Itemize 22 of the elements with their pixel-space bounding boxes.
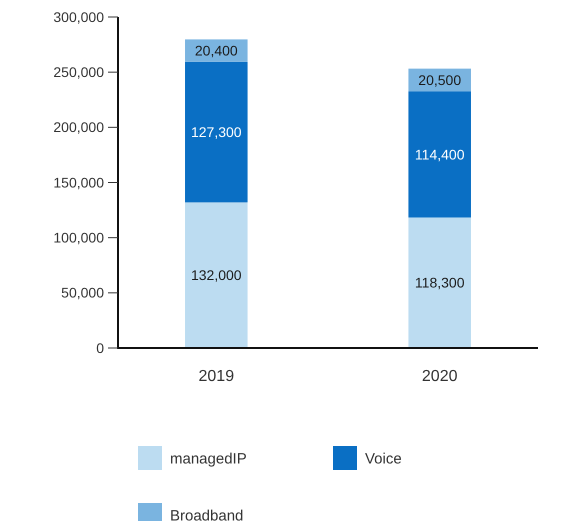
data-label: 114,400 [414, 146, 465, 162]
bar [185, 62, 248, 202]
y-tick-label: 100,000 [53, 230, 104, 246]
x-tick-label: 2019 [198, 368, 234, 385]
y-tick-label: 50,000 [61, 284, 104, 301]
data-label: 20,500 [418, 72, 462, 88]
data-label: 127,300 [190, 124, 242, 140]
y-tick-label: 150,000 [53, 174, 104, 190]
legend-label: Voice [365, 450, 402, 468]
legend-label: managedIP [170, 450, 247, 468]
y-tick-label: 0 [96, 340, 104, 356]
bar [408, 217, 471, 348]
x-tick-label: 2020 [422, 368, 458, 385]
data-label: 20,400 [194, 42, 238, 59]
y-tick-label: 250,000 [53, 64, 104, 80]
data-label: 118,300 [414, 274, 465, 291]
data-label: 132,000 [190, 267, 242, 284]
legend-label: Broadband [170, 507, 244, 524]
bar [185, 202, 248, 348]
y-tick-label: 200,000 [53, 119, 104, 136]
y-tick-label: 300,000 [53, 8, 104, 25]
bar [408, 91, 471, 218]
